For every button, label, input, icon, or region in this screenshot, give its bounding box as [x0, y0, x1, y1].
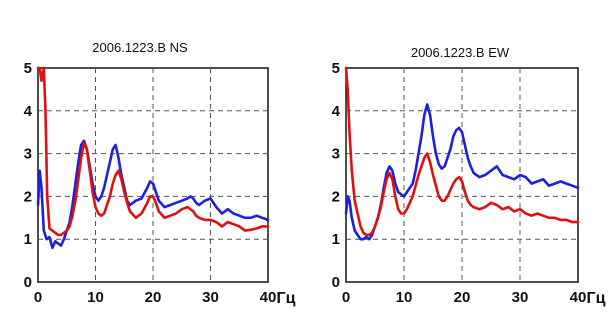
y-tick-label: 1	[24, 231, 32, 248]
y-tick-label: 2	[332, 188, 340, 205]
y-tick-label: 1	[332, 231, 340, 248]
x-tick-label: 20	[454, 289, 471, 306]
chart-ew: 2006.1223.B EW 0 1 2 3 4 5 0 10 20 30 40 Гц	[332, 45, 606, 307]
y-tick-label: 5	[332, 60, 340, 77]
x-tick-label: 40	[570, 289, 587, 306]
x-tick-label: 30	[202, 289, 219, 306]
x-tick-label: 10	[87, 289, 104, 306]
x-unit-label: Гц	[587, 290, 606, 307]
y-tick-label: 5	[24, 60, 32, 77]
chart-title: 2006.1223.B NS	[92, 40, 188, 55]
y-tick-label: 4	[24, 103, 33, 120]
x-tick-label: 0	[34, 289, 42, 306]
y-tick-label: 0	[24, 274, 32, 291]
y-tick-label: 2	[24, 188, 32, 205]
y-tick-label: 3	[24, 146, 32, 163]
y-tick-label: 0	[332, 274, 340, 291]
x-tick-label: 30	[512, 289, 529, 306]
x-tick-label: 20	[145, 289, 162, 306]
x-tick-label: 0	[342, 289, 350, 306]
red-series-line	[344, 66, 580, 237]
y-tick-label: 3	[332, 146, 340, 163]
chart-title: 2006.1223.B EW	[411, 45, 510, 60]
x-unit-label: Гц	[277, 290, 296, 307]
red-series-line	[36, 66, 270, 237]
x-tick-label: 10	[396, 289, 413, 306]
chart-ns: 2006.1223.B NS 0 1 2 3 4 5 0 10 20 30 40 Гц	[24, 40, 296, 307]
y-tick-label: 4	[332, 103, 341, 120]
x-tick-label: 40	[260, 289, 277, 306]
